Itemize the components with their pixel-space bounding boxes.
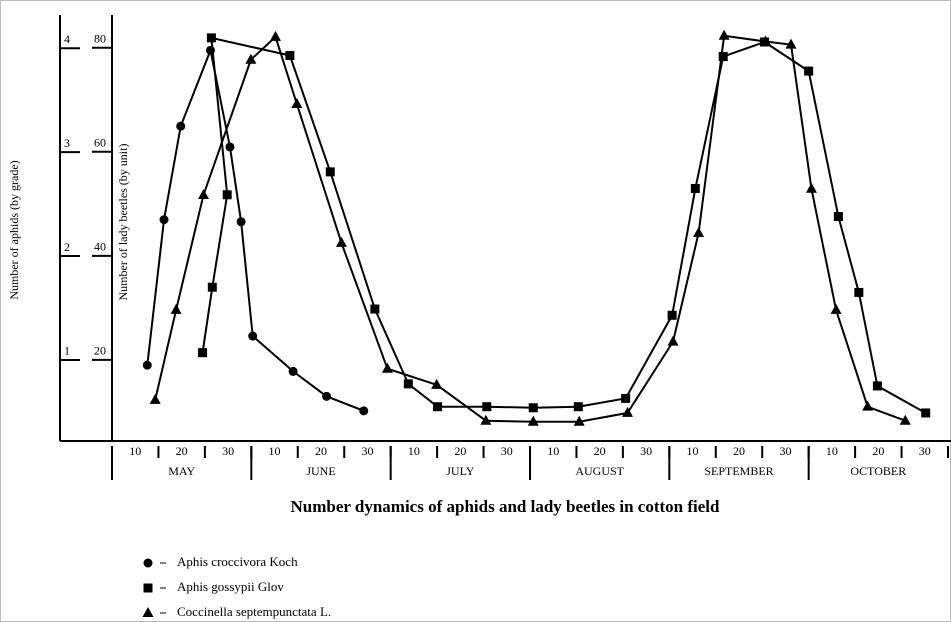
y2-tick-label: 80 <box>94 32 106 46</box>
data-point <box>833 212 843 222</box>
data-point <box>718 52 728 62</box>
data-point <box>693 226 705 237</box>
data-point <box>325 167 335 177</box>
month-label: JUNE <box>306 464 335 478</box>
x-tick-label: 20 <box>594 444 606 458</box>
data-point <box>667 310 677 320</box>
data-point <box>854 287 864 297</box>
series-line <box>146 46 365 412</box>
x-tick-label: 10 <box>269 444 281 458</box>
data-point <box>322 391 332 401</box>
month-label: SEPTEMBER <box>704 464 773 478</box>
data-point <box>621 393 631 403</box>
data-point <box>176 121 186 131</box>
series-line <box>201 36 927 414</box>
data-point <box>667 335 679 346</box>
x-tick-label: 20 <box>176 444 188 458</box>
x-tick-label: 10 <box>129 444 141 458</box>
chart-title: Number dynamics of aphids and lady beetl… <box>291 497 721 516</box>
data-point <box>573 415 585 426</box>
data-point <box>285 51 295 61</box>
y2-tick-label: 40 <box>94 240 106 254</box>
x-tick-label: 10 <box>547 444 559 458</box>
data-point <box>335 236 347 247</box>
legend-label: Aphis gossypii Glov <box>177 579 284 594</box>
legend-label: Aphis croccivora Koch <box>177 554 298 569</box>
data-point <box>370 304 380 314</box>
x-tick-label: 20 <box>454 444 466 458</box>
x-tick-label: 30 <box>640 444 652 458</box>
y-axis-label: Number of aphids (by grade) <box>7 160 21 299</box>
data-point <box>288 366 298 376</box>
data-point <box>921 408 931 418</box>
data-point <box>149 393 161 404</box>
y2-tick-label: 20 <box>94 344 106 358</box>
data-point <box>225 142 235 152</box>
data-point <box>170 303 182 314</box>
x-tick-label: 30 <box>919 444 931 458</box>
legend-marker <box>143 558 153 568</box>
x-tick-label: 10 <box>408 444 420 458</box>
data-point <box>862 400 874 411</box>
data-point <box>142 360 152 370</box>
x-tick-label: 30 <box>779 444 791 458</box>
legend-label: Coccinella septempunctata L. <box>177 604 331 619</box>
data-point <box>269 30 281 41</box>
month-label: AUGUST <box>575 464 624 478</box>
y2-tick-label: 60 <box>94 136 106 150</box>
x-tick-label: 30 <box>222 444 234 458</box>
data-point <box>718 29 730 40</box>
data-point <box>804 66 814 76</box>
data-point <box>433 402 443 412</box>
data-point <box>759 35 771 46</box>
data-point <box>359 406 369 416</box>
data-point <box>207 282 217 292</box>
x-tick-label: 30 <box>501 444 513 458</box>
data-point <box>291 97 303 108</box>
data-point <box>528 403 538 413</box>
legend-marker <box>142 607 154 617</box>
data-point <box>403 379 413 389</box>
data-point <box>785 38 797 49</box>
data-point <box>480 414 492 425</box>
x-tick-label: 30 <box>361 444 373 458</box>
data-point <box>245 53 257 64</box>
month-label: OCTOBER <box>850 464 906 478</box>
data-point <box>248 331 258 341</box>
month-label: JULY <box>446 464 474 478</box>
legend-marker <box>143 583 153 593</box>
x-tick-label: 20 <box>733 444 745 458</box>
y2-axis-label: Number of lady beetles (by unit) <box>116 144 130 301</box>
data-point <box>872 381 882 391</box>
y-tick-label: 2 <box>64 240 70 254</box>
x-tick-label: 10 <box>826 444 838 458</box>
data-point <box>482 402 492 412</box>
data-point <box>198 348 208 358</box>
y-tick-label: 1 <box>64 344 70 358</box>
data-point <box>431 378 443 389</box>
x-tick-label: 10 <box>687 444 699 458</box>
x-tick-label: 20 <box>315 444 327 458</box>
data-point <box>830 303 842 314</box>
y-tick-label: 4 <box>64 32 70 46</box>
data-point <box>899 414 911 425</box>
data-point <box>573 402 583 412</box>
data-point <box>206 33 216 43</box>
data-point <box>197 188 209 199</box>
month-label: MAY <box>168 464 195 478</box>
data-point <box>622 406 634 417</box>
y-tick-label: 3 <box>64 136 70 150</box>
data-point <box>222 190 232 200</box>
data-point <box>527 415 539 426</box>
data-point <box>159 215 169 225</box>
x-tick-label: 20 <box>872 444 884 458</box>
series-line <box>154 34 906 423</box>
data-point <box>381 362 393 373</box>
data-point <box>690 184 700 194</box>
data-point <box>805 182 817 193</box>
data-point <box>236 217 246 227</box>
